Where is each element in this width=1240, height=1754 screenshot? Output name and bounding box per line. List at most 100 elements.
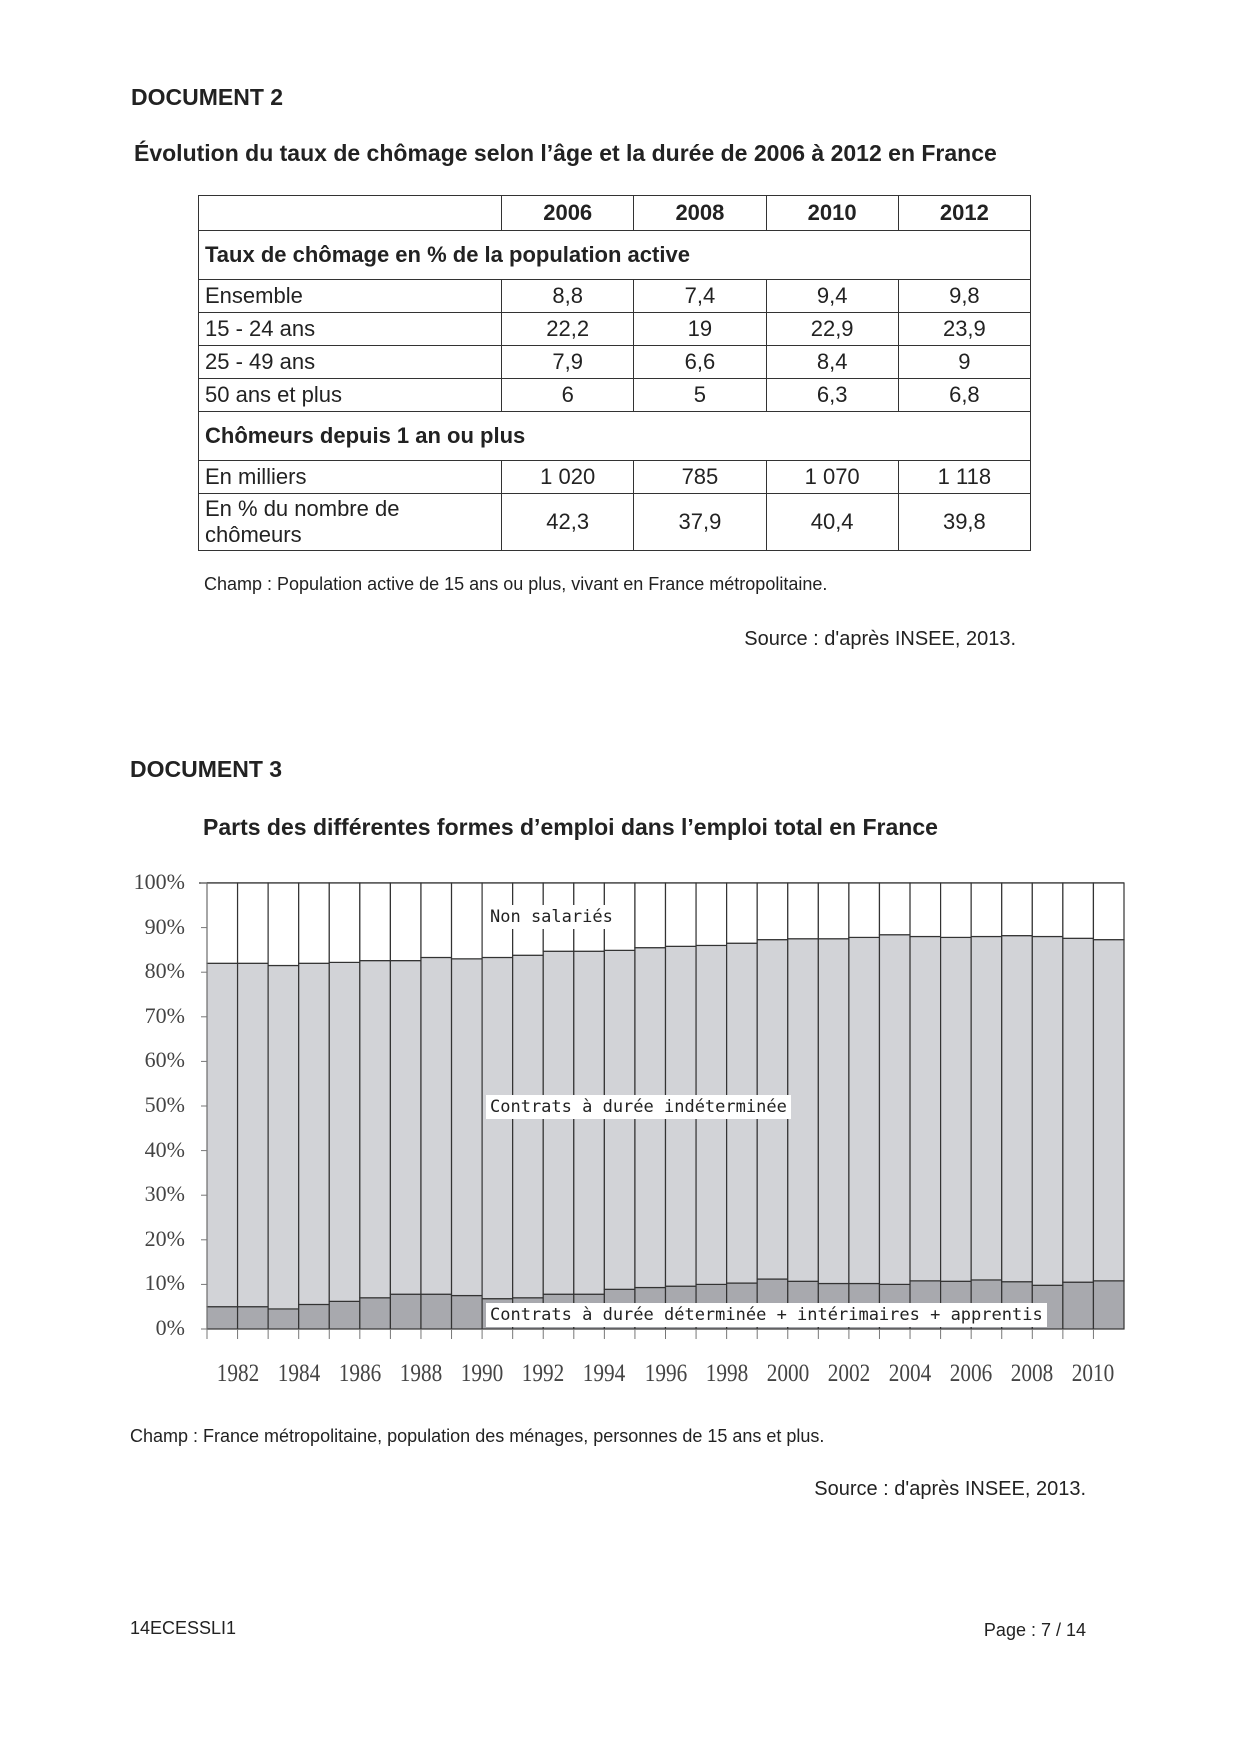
document-2-source: Source : d'après INSEE, 2013. <box>744 628 1016 650</box>
series-label-cdd: Contrats à durée déterminée + intérimair… <box>486 1303 1047 1327</box>
bar-segment-1994-1 <box>573 950 605 1295</box>
document-3-source: Source : d'après INSEE, 2013. <box>814 1478 1086 1500</box>
bar-segment-1984-1 <box>267 964 300 1310</box>
table-cell: 8,4 <box>765 345 899 379</box>
x-tick-label: 2006 <box>949 1360 993 1387</box>
bar-segment-1985-0 <box>298 1303 330 1330</box>
document-3-heading: DOCUMENT 3 <box>130 756 283 782</box>
bar-segment-1990-2 <box>450 882 483 960</box>
bar-segment-1991-1 <box>481 956 514 1300</box>
bar-segment-2011-0 <box>1092 1280 1125 1330</box>
y-tick-label: 40% <box>144 1136 185 1162</box>
column-header: 2010 <box>765 195 899 231</box>
bar-segment-2009-1 <box>1031 935 1064 1286</box>
table-cell: 39,8 <box>897 493 1032 551</box>
bar-segment-1984-0 <box>267 1308 300 1330</box>
bar-segment-2001-2 <box>787 882 819 940</box>
bar-segment-1986-2 <box>328 882 361 963</box>
x-tick-label: 1996 <box>644 1360 687 1387</box>
bar-segment-2011-2 <box>1092 882 1125 941</box>
bar-segment-1983-1 <box>236 962 269 1308</box>
x-tick-label: 1984 <box>277 1360 320 1387</box>
y-tick-label: 30% <box>144 1181 185 1207</box>
y-tick-label: 100% <box>133 869 185 894</box>
table-row: 25 - 49 ans 7,9 6,6 8,4 9 <box>197 345 1032 379</box>
bar-segment-1988-0 <box>389 1293 422 1330</box>
bar-segment-2003-1 <box>848 936 881 1285</box>
x-tick-label: 1992 <box>521 1360 565 1387</box>
bar-segment-1987-1 <box>359 960 392 1299</box>
bar-segment-2000-2 <box>756 882 789 941</box>
document-2-title: Évolution du taux de chômage selon l’âge… <box>134 140 997 166</box>
footer-page-number: Page : 7 / 14 <box>983 1620 1086 1640</box>
series-label-cdi: Contrats à durée indéterminée <box>486 1095 791 1119</box>
table-cell: 42,3 <box>501 493 635 551</box>
table-cell: 7,9 <box>501 345 635 379</box>
bar-segment-1998-2 <box>695 882 728 947</box>
x-tick-label: 2010 <box>1072 1360 1115 1387</box>
bar-segment-2008-2 <box>1001 882 1033 937</box>
bar-segment-1996-2 <box>634 882 667 949</box>
table-cell: 23,9 <box>897 312 1032 346</box>
bar-segment-1986-0 <box>328 1300 361 1330</box>
chart-title: Parts des différentes formes d’emploi da… <box>203 814 938 840</box>
row-label: Ensemble <box>197 279 503 313</box>
column-header: 2012 <box>897 195 1032 231</box>
row-label: En % du nombre de chômeurs <box>197 493 503 551</box>
table-cell: 5 <box>633 378 767 412</box>
series-label-non-salaries: Non salariés <box>486 905 617 929</box>
bar-segment-2010-0 <box>1062 1281 1095 1330</box>
bar-segment-2005-1 <box>909 935 942 1282</box>
bar-segment-1995-1 <box>603 949 636 1290</box>
table-cell: 6,8 <box>897 378 1032 412</box>
bar-segment-2008-1 <box>1001 935 1033 1283</box>
x-tick-label: 1990 <box>460 1360 504 1387</box>
bar-segment-1988-1 <box>389 960 422 1295</box>
bar-segment-1993-1 <box>542 950 575 1295</box>
bar-segment-1989-2 <box>420 882 453 959</box>
footer-code: 14ECESSLI1 <box>130 1618 237 1638</box>
bar-segment-1984-2 <box>267 882 300 967</box>
bar-segment-1990-0 <box>450 1294 483 1330</box>
bar-segment-1992-1 <box>512 954 544 1299</box>
y-tick-label: 20% <box>144 1225 185 1251</box>
bar-segment-1997-2 <box>664 882 697 947</box>
bar-segment-2004-1 <box>878 934 911 1286</box>
table-cell: 7,4 <box>633 279 767 313</box>
table-row: 15 - 24 ans 22,2 19 22,9 23,9 <box>197 312 1032 346</box>
table-cell: 22,9 <box>765 312 899 346</box>
bar-segment-2002-1 <box>817 938 850 1285</box>
y-tick-label: 80% <box>144 958 185 984</box>
bar-segment-1982-2 <box>206 882 239 964</box>
bar-segment-2010-2 <box>1062 882 1095 939</box>
table-cell: 1 070 <box>765 460 899 494</box>
bar-segment-2011-1 <box>1092 939 1125 1282</box>
bar-segment-2007-1 <box>970 935 1003 1281</box>
bar-segment-2003-2 <box>848 882 881 939</box>
unemployment-table: 2006 2008 2010 2012 Taux de chômage en %… <box>197 195 1032 551</box>
table-row: En milliers 1 020 785 1 070 1 118 <box>197 460 1032 494</box>
bar-segment-1999-2 <box>726 882 758 944</box>
bar-segment-2006-1 <box>939 936 972 1282</box>
y-tick-label: 70% <box>144 1002 185 1028</box>
document-3-champ: Champ : France métropolitaine, populatio… <box>130 1426 825 1446</box>
y-tick-label: 10% <box>144 1270 185 1296</box>
x-tick-label: 2000 <box>766 1360 810 1387</box>
row-label: 50 ans et plus <box>197 378 503 412</box>
table-cell: 40,4 <box>765 493 899 551</box>
empty-header <box>197 195 503 231</box>
table-row: 50 ans et plus 6 5 6,3 6,8 <box>197 378 1032 412</box>
x-tick-label: 2008 <box>1011 1360 1054 1387</box>
y-tick-label: 60% <box>144 1047 185 1073</box>
x-tick-label: 1998 <box>705 1360 748 1387</box>
bar-segment-1986-1 <box>328 961 361 1302</box>
y-tick-label: 90% <box>144 913 185 939</box>
bar-segment-1985-2 <box>298 882 330 964</box>
x-tick-label: 1988 <box>399 1360 443 1387</box>
x-tick-label: 2002 <box>827 1360 871 1387</box>
table-cell: 9 <box>897 345 1032 379</box>
bar-segment-1989-0 <box>420 1293 453 1330</box>
x-tick-label: 2004 <box>888 1360 932 1387</box>
x-tick-label: 1986 <box>338 1360 382 1387</box>
bar-segment-2009-2 <box>1031 882 1064 938</box>
